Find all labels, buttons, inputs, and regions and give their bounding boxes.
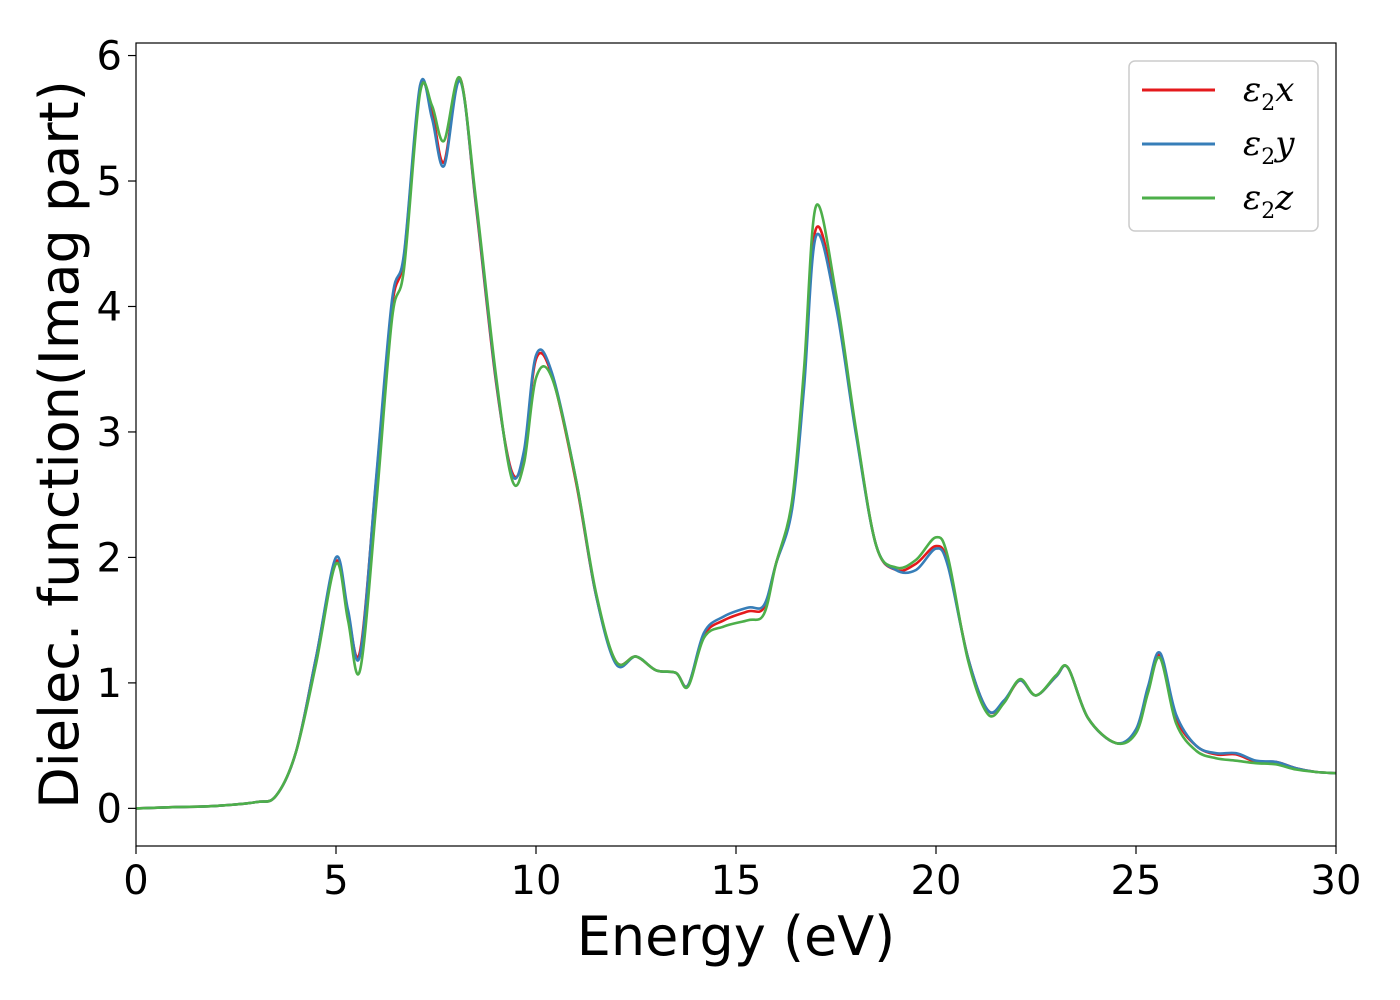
legend-label-x: ε2x — [1243, 70, 1294, 116]
x-tick-label: 25 — [1111, 858, 1162, 904]
y-tick-label: 3 — [97, 410, 122, 456]
axis-ticks: 0 5 10 15 20 25 30 0 1 2 3 4 5 6 — [97, 34, 1362, 904]
x-tick-label: 5 — [323, 858, 348, 904]
x-tick-label: 10 — [511, 858, 562, 904]
x-tick-label: 0 — [123, 858, 148, 904]
legend-box — [1128, 60, 1319, 232]
y-tick-label: 2 — [97, 535, 122, 581]
y-axis-title: Dielec. function(Imag part) — [28, 80, 91, 809]
x-axis-title: Energy (eV) — [577, 905, 896, 968]
y-tick-label: 1 — [97, 661, 122, 707]
legend-label-y: ε2y — [1243, 124, 1295, 170]
series-line-z — [136, 76, 1336, 810]
series-layer — [136, 76, 1336, 810]
x-tick-label: 30 — [1311, 858, 1362, 904]
y-tick-label: 5 — [97, 159, 122, 205]
x-tick-label: 20 — [911, 858, 962, 904]
y-tick-label: 6 — [97, 34, 122, 80]
legend: ε2x ε2y ε2z — [1128, 60, 1319, 232]
x-tick-label: 15 — [711, 858, 762, 904]
y-tick-label: 4 — [97, 284, 122, 330]
legend-label-z: ε2z — [1243, 178, 1294, 224]
y-tick-label: 0 — [97, 786, 122, 832]
